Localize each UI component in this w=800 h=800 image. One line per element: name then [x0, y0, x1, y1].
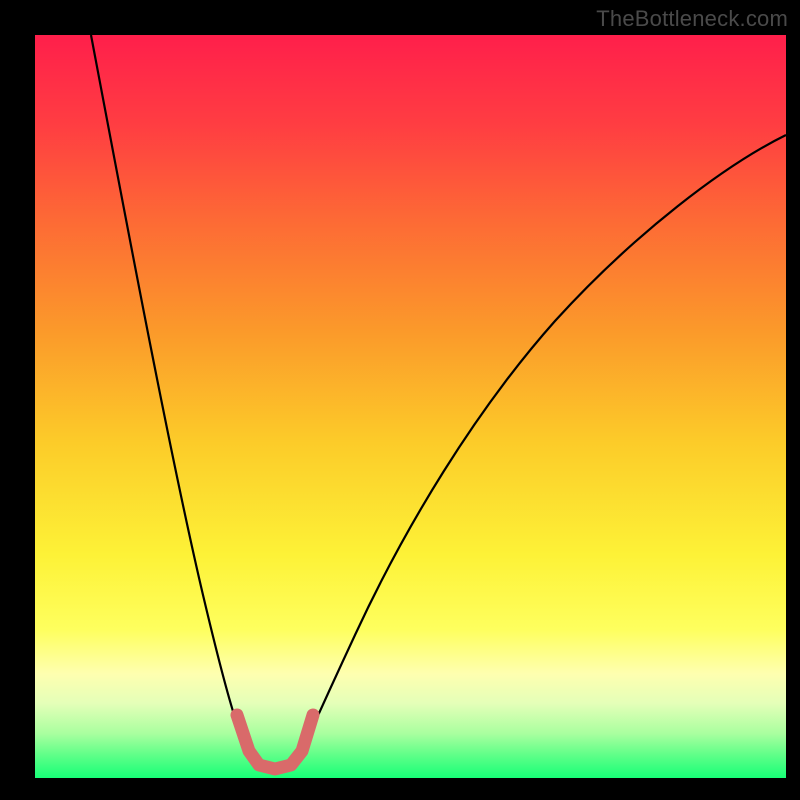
curve-left: [91, 35, 249, 751]
curve-right: [302, 135, 786, 751]
watermark-text: TheBottleneck.com: [596, 6, 788, 32]
plot-area: [35, 35, 786, 778]
chart-curves: [35, 35, 786, 778]
valley-highlight: [237, 715, 313, 769]
